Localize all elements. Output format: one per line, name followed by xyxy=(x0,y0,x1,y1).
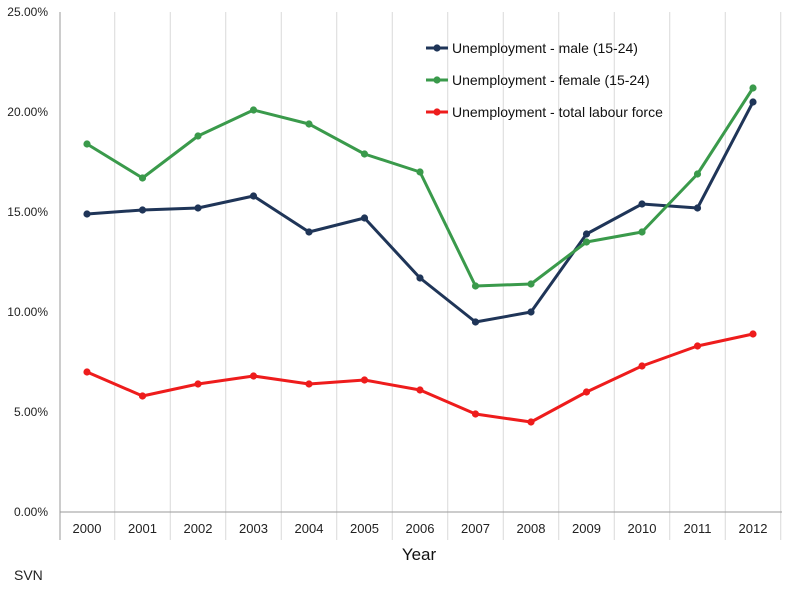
y-tick-label: 10.00% xyxy=(7,305,48,319)
data-point xyxy=(638,228,646,236)
data-point xyxy=(471,282,480,290)
x-axis-label: Year xyxy=(402,545,437,564)
data-point xyxy=(83,368,91,376)
data-point xyxy=(471,318,480,326)
data-point xyxy=(582,230,591,238)
legend-swatch-marker xyxy=(433,44,441,52)
x-tick-label: 2005 xyxy=(350,521,379,536)
data-point xyxy=(416,168,424,176)
y-tick-label: 25.00% xyxy=(7,5,48,19)
data-point xyxy=(749,98,757,106)
y-tick-label: 0.00% xyxy=(14,505,48,519)
data-point xyxy=(83,210,91,218)
x-tick-label: 2004 xyxy=(295,521,324,536)
x-axis-ticks: 2000 2001 2002 2003 2004 2005 2006 2007 2008 2009… xyxy=(73,521,768,536)
data-point xyxy=(194,204,202,212)
y-axis-ticks: 0.00% 5.00% 10.00% 15.00% 20.00% 25.00% xyxy=(7,5,48,519)
data-point xyxy=(138,174,147,182)
legend-swatch-marker xyxy=(433,76,441,84)
legend-swatch-marker xyxy=(433,108,441,116)
x-tick-label: 2007 xyxy=(461,521,490,536)
data-point xyxy=(582,238,591,246)
x-tick-label: 2011 xyxy=(684,521,712,536)
data-point xyxy=(416,386,424,394)
data-point xyxy=(194,380,202,388)
series-line xyxy=(85,100,755,324)
data-point xyxy=(416,274,424,282)
data-point xyxy=(138,206,147,214)
x-tick-label: 2003 xyxy=(239,521,268,536)
y-tick-label: 15.00% xyxy=(7,205,48,219)
x-tick-label: 2009 xyxy=(572,521,601,536)
legend: Unemployment - male (15-24) Unemployment … xyxy=(426,40,663,120)
data-point xyxy=(138,392,147,400)
y-tick-label: 20.00% xyxy=(7,105,48,119)
data-point xyxy=(305,120,313,128)
data-point xyxy=(249,106,258,114)
y-tick-label: 5.00% xyxy=(14,405,48,419)
legend-item: Unemployment - total labour force xyxy=(426,104,663,120)
data-point xyxy=(249,372,258,380)
data-point xyxy=(638,362,646,370)
data-point xyxy=(527,280,535,288)
data-point xyxy=(527,308,535,316)
data-point xyxy=(638,200,646,208)
data-point xyxy=(693,342,702,350)
legend-item: Unemployment - male (15-24) xyxy=(426,40,638,56)
vertical-gridlines xyxy=(114,12,782,540)
data-point xyxy=(83,140,91,148)
x-tick-label: 2008 xyxy=(517,521,546,536)
data-point xyxy=(249,192,258,200)
data-point xyxy=(749,330,757,338)
series-1 xyxy=(83,98,757,326)
data-point xyxy=(194,132,202,140)
axes xyxy=(59,12,782,540)
series-line xyxy=(85,332,755,424)
legend-label: Unemployment - total labour force xyxy=(452,104,663,120)
data-point xyxy=(360,214,369,222)
data-point xyxy=(527,418,535,426)
x-tick-label: 2010 xyxy=(628,521,657,536)
data-point xyxy=(305,228,313,236)
data-point xyxy=(360,150,369,158)
data-point xyxy=(749,84,757,92)
series-3 xyxy=(83,330,757,426)
data-point xyxy=(305,380,313,388)
x-tick-label: 2012 xyxy=(739,521,768,536)
series-group xyxy=(83,84,757,426)
legend-label: Unemployment - female (15-24) xyxy=(452,72,650,88)
country-code-label: SVN xyxy=(14,567,43,583)
data-point xyxy=(360,376,369,384)
legend-label: Unemployment - male (15-24) xyxy=(452,40,638,56)
data-point xyxy=(693,204,702,212)
legend-item: Unemployment - female (15-24) xyxy=(426,72,650,88)
x-tick-label: 2001 xyxy=(128,521,157,536)
data-point xyxy=(471,410,480,418)
x-tick-label: 2002 xyxy=(184,521,213,536)
x-tick-label: 2006 xyxy=(406,521,435,536)
x-tick-label: 2000 xyxy=(73,521,102,536)
data-point xyxy=(693,170,702,178)
data-point xyxy=(582,388,591,396)
series-2 xyxy=(83,84,757,290)
